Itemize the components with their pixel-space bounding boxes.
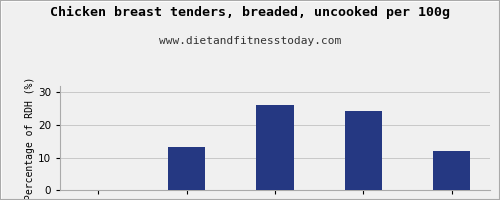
Bar <box>345 111 382 190</box>
Bar <box>434 151 470 190</box>
Bar <box>256 105 294 190</box>
Bar <box>168 147 205 190</box>
Text: www.dietandfitnesstoday.com: www.dietandfitnesstoday.com <box>159 36 341 46</box>
Text: Chicken breast tenders, breaded, uncooked per 100g: Chicken breast tenders, breaded, uncooke… <box>50 6 450 19</box>
Y-axis label: Percentage of RDH (%): Percentage of RDH (%) <box>25 76 35 200</box>
